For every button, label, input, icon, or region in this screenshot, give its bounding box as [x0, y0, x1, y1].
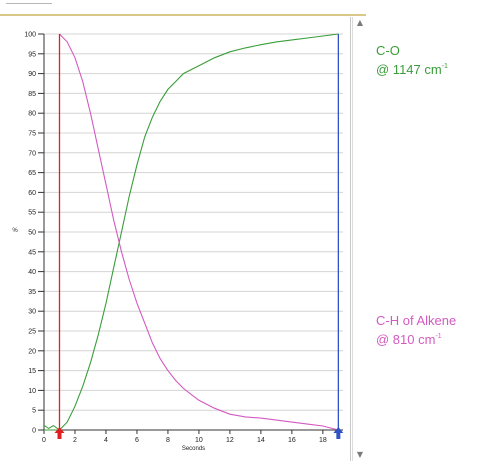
triangle-down-icon[interactable]: ▼ — [356, 450, 364, 459]
y-tick-label: 25 — [28, 329, 36, 336]
x-tick-label: 0 — [42, 437, 46, 444]
y-tick-label: 65 — [28, 170, 36, 177]
x-tick-label: 18 — [319, 437, 327, 444]
chart-window: 0 5 10 15 20 25 30 35 40 45 50 55 60 65 70 75 80 85 90 95 10… — [0, 0, 367, 461]
y-tick-label: 75 — [28, 131, 36, 138]
y-axis-label: % — [12, 228, 18, 234]
y-tick-label: 35 — [28, 289, 36, 296]
triangle-up-icon[interactable]: ▲ — [356, 18, 364, 27]
y-tick-label: 80 — [28, 111, 36, 118]
y-tick-label: 55 — [28, 210, 36, 217]
baseline-noise — [43, 424, 59, 430]
y-tick-label: 60 — [28, 190, 36, 197]
series-co-line — [44, 33, 339, 431]
x-tick-label: 6 — [135, 437, 139, 444]
y-tick-label: 95 — [28, 51, 36, 58]
x-tick-label: 4 — [104, 437, 108, 444]
start-marker-arrow-icon — [54, 427, 65, 439]
line-chart: 0510152025303540455055606570758085909510… — [12, 32, 344, 452]
legend-co-wavenumber: @ 1147 cm-1 — [376, 62, 448, 77]
x-tick-label: 10 — [195, 437, 203, 444]
y-tick-label: 85 — [28, 91, 36, 98]
window-top-bar — [0, 0, 366, 16]
legend-co-name: C-O — [376, 43, 400, 58]
y-tick-label: 0 — [32, 428, 36, 435]
y-tick-label: 40 — [28, 269, 36, 276]
x-tick-label: 8 — [166, 437, 170, 444]
x-tick-label: 16 — [288, 437, 296, 444]
end-marker-arrow-icon — [333, 427, 344, 439]
x-tick-label: 14 — [257, 437, 265, 444]
legend-ch-wavenumber: @ 810 cm-1 — [376, 332, 442, 347]
tab-indicator[interactable] — [6, 0, 52, 4]
legend-ch: C-H of Alkene @ 810 cm-1 — [376, 313, 456, 348]
y-tick-label: 50 — [28, 230, 36, 237]
x-tick-label: 12 — [226, 437, 234, 444]
legend-ch-name: C-H of Alkene — [376, 313, 457, 328]
series-ch-line — [59, 33, 339, 431]
y-tick-label: 90 — [28, 71, 36, 78]
y-tick-label: 10 — [28, 388, 36, 395]
y-tick-label: 100 — [24, 32, 36, 39]
vertical-scrollbar[interactable]: ▲ ▼ — [352, 17, 367, 461]
x-axis-label: Seconds — [182, 446, 205, 452]
y-tick-label: 70 — [28, 150, 36, 157]
legend-co: C-O @ 1147 cm-1 — [376, 43, 448, 78]
y-tick-label: 20 — [28, 348, 36, 355]
plot-frame — [4, 17, 351, 461]
x-tick-label: 2 — [73, 437, 77, 444]
y-tick-label: 45 — [28, 249, 36, 256]
y-tick-label: 30 — [28, 309, 36, 316]
y-tick-label: 15 — [28, 368, 36, 375]
y-tick-label: 5 — [32, 408, 36, 415]
